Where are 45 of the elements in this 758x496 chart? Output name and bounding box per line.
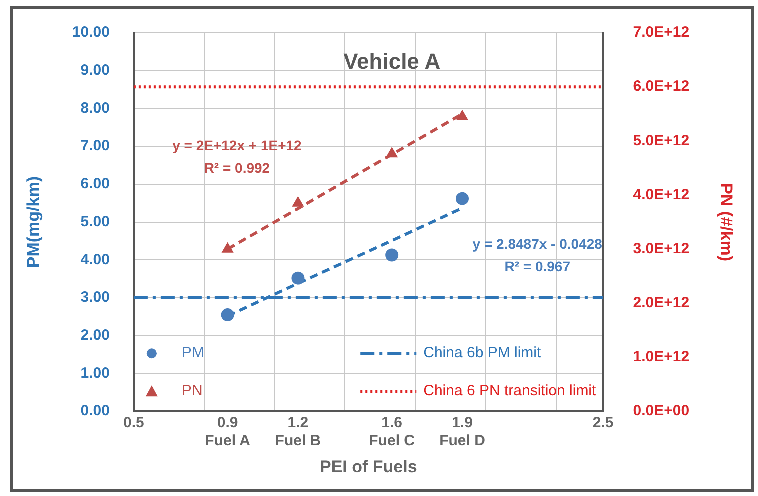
point <box>221 308 234 322</box>
point <box>292 272 305 285</box>
point <box>456 110 468 120</box>
x-axis-title: PEI of Fuels <box>320 457 418 476</box>
y-tick-label: 2.00 <box>80 327 110 344</box>
y2-tick-label: 1.0E+12 <box>633 348 690 366</box>
y-axis-title: PM(mg/km) <box>24 176 43 268</box>
x-tick-label: 1.2 Fuel B <box>275 414 322 450</box>
legend-label: China 6b PM limit <box>424 344 542 362</box>
y2-tick-label: 5.0E+12 <box>633 132 690 150</box>
y2-tick-label: 0.0E+00 <box>633 402 690 420</box>
point <box>386 248 399 262</box>
y-tick-label: 10.00 <box>72 24 110 42</box>
text: Vehicle A <box>344 49 441 74</box>
y-tick-label: 4.00 <box>80 251 110 268</box>
annotation: y = 2.8487x - 0.0428 <box>472 236 603 252</box>
point <box>386 148 398 158</box>
legend-label: China 6 PN transition limit <box>424 382 598 400</box>
x-tick-label: 0.9 Fuel A <box>205 414 251 450</box>
legend-label: PM <box>182 344 204 362</box>
x-tick-label: 1.9 Fuel D <box>440 414 486 450</box>
point <box>292 196 304 207</box>
point <box>456 192 469 206</box>
annotation: R² = 0.967 <box>504 258 571 275</box>
annotation: R² = 0.992 <box>204 160 270 176</box>
y-tick-label: 6.00 <box>80 176 110 193</box>
y2-tick-label: 2.0E+12 <box>633 294 690 312</box>
y2-tick-label: 6.0E+12 <box>633 78 690 96</box>
x-tick-label: 1.6 Fuel C <box>369 414 416 450</box>
y-tick-label: 1.00 <box>80 364 110 382</box>
y-tick-label: 7.00 <box>80 138 110 155</box>
y-tick-label: 5.00 <box>80 213 110 230</box>
y-tick-label: 9.00 <box>80 62 110 79</box>
y-tick-label: 8.00 <box>80 100 110 117</box>
y2-axis-title: PN (#/km) <box>717 183 736 262</box>
annotation: y = 2E+12x + 1E+12 <box>172 137 302 154</box>
x-tick-label: 0.5 <box>124 414 144 432</box>
y-tick-label: 3.00 <box>80 289 110 306</box>
y2-tick-label: 3.0E+12 <box>633 240 690 258</box>
y2-tick-label: 7.0E+12 <box>633 24 690 42</box>
y-tick-label: 0.00 <box>80 402 110 420</box>
x-tick-label: 2.5 <box>592 414 614 432</box>
legend-label: PN <box>182 382 203 400</box>
point <box>222 242 234 253</box>
y2-tick-label: 4.0E+12 <box>633 186 690 204</box>
